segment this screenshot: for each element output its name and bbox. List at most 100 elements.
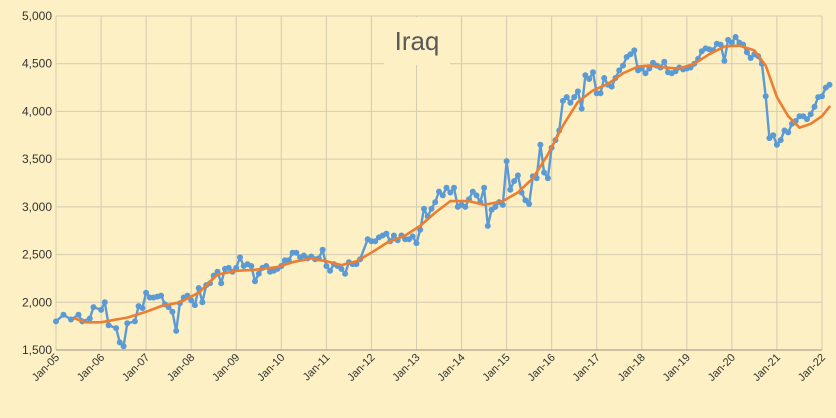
data-point: [319, 246, 326, 253]
data-point: [451, 184, 457, 191]
data-point: [522, 197, 529, 204]
y-tick-label: 2,500: [22, 248, 52, 262]
data-point: [439, 192, 446, 199]
data-point: [601, 75, 608, 81]
data-point: [826, 81, 833, 88]
data-point: [785, 129, 792, 136]
data-point: [642, 70, 649, 77]
data-point: [98, 306, 105, 313]
data-point: [811, 103, 818, 110]
data-point: [75, 311, 82, 318]
data-point: [68, 316, 74, 323]
data-point: [804, 116, 810, 123]
data-point: [447, 189, 454, 196]
data-point: [218, 280, 225, 287]
data-point: [131, 318, 138, 325]
data-point: [252, 278, 258, 285]
data-point: [590, 69, 596, 76]
y-tick-label: 4,500: [22, 57, 52, 71]
trend-line: [73, 44, 831, 324]
data-point: [481, 184, 488, 191]
data-point: [499, 201, 506, 208]
data-point: [541, 169, 548, 176]
data-point: [732, 34, 739, 40]
data-point: [409, 233, 416, 240]
data-point: [53, 318, 59, 325]
data-point: [188, 297, 195, 304]
data-point: [124, 320, 131, 327]
data-point: [526, 201, 533, 207]
data-point: [60, 311, 67, 318]
data-point: [574, 88, 581, 95]
data-point: [469, 188, 476, 195]
series-group: [53, 34, 833, 350]
data-point: [571, 94, 578, 101]
data-point: [327, 267, 334, 274]
data-point: [139, 305, 146, 311]
chart-title: Iraq: [395, 26, 440, 56]
data-point: [728, 39, 735, 46]
data-point: [578, 105, 585, 112]
data-point: [432, 199, 439, 206]
y-axis-ticks: 1,500 2,000 2,500 3,000 3,500 4,000 4,500 5,000: [22, 9, 52, 357]
data-point: [443, 184, 450, 191]
data-point: [631, 47, 638, 54]
y-tick-label: 1,500: [22, 343, 52, 357]
data-point: [567, 99, 574, 106]
data-point: [191, 302, 198, 309]
y-tick-label: 3,500: [22, 152, 52, 166]
data-point: [338, 265, 345, 272]
data-point: [255, 270, 262, 277]
data-point: [777, 137, 784, 144]
data-point: [101, 299, 108, 306]
data-point: [559, 97, 566, 104]
y-tick-label: 2,000: [22, 295, 52, 309]
data-point: [233, 264, 240, 271]
data-point: [717, 41, 724, 48]
data-point: [563, 94, 570, 101]
data-point: [383, 230, 390, 237]
data-point: [143, 289, 150, 296]
data-point: [537, 141, 544, 148]
data-point: [323, 263, 330, 269]
data-point: [661, 58, 668, 65]
data-point: [199, 299, 206, 306]
data-point: [627, 51, 634, 58]
data-point: [390, 232, 397, 239]
data-point: [492, 203, 499, 210]
data-point: [620, 62, 626, 69]
data-point: [90, 304, 97, 311]
data-point: [436, 188, 442, 195]
data-point: [428, 205, 435, 212]
data-point: [514, 172, 521, 179]
data-point: [173, 327, 180, 334]
data-point: [225, 264, 232, 271]
data-point: [807, 111, 814, 118]
data-point: [86, 315, 93, 322]
data-point: [608, 83, 615, 90]
data-point: [770, 132, 777, 139]
data-point: [105, 322, 112, 329]
data-point: [342, 270, 349, 277]
data-point: [248, 263, 255, 269]
data-point: [462, 203, 469, 210]
data-point: [120, 343, 127, 350]
data-point: [586, 76, 593, 82]
data-point: [762, 93, 769, 100]
data-point: [237, 254, 243, 261]
data-point: [721, 57, 728, 64]
data-point: [372, 238, 379, 245]
data-point: [511, 178, 518, 185]
y-tick-label: 3,000: [22, 200, 52, 214]
data-point: [544, 175, 551, 182]
data-point: [507, 186, 514, 193]
data-point: [484, 222, 491, 229]
data-point: [616, 67, 623, 74]
data-point: [503, 158, 510, 165]
data-point: [743, 49, 750, 56]
data-point: [582, 72, 589, 79]
data-point: [773, 141, 780, 148]
data-point: [158, 292, 165, 299]
